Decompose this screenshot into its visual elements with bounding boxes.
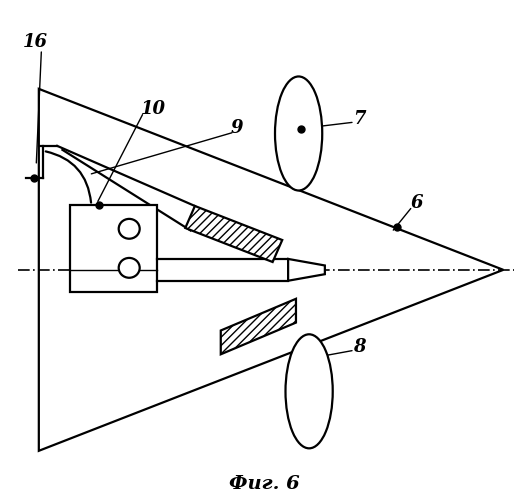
Text: 16: 16 <box>23 32 48 50</box>
Polygon shape <box>185 206 282 262</box>
Ellipse shape <box>275 76 322 190</box>
Text: Фиг. 6: Фиг. 6 <box>229 475 300 493</box>
Text: 9: 9 <box>231 120 243 138</box>
Bar <box>70 206 157 292</box>
Polygon shape <box>288 259 325 280</box>
Text: 10: 10 <box>141 100 166 117</box>
Text: 7: 7 <box>353 110 365 128</box>
Circle shape <box>118 219 140 238</box>
Circle shape <box>118 258 140 278</box>
Polygon shape <box>221 299 296 354</box>
Bar <box>157 259 288 280</box>
Ellipse shape <box>286 334 333 448</box>
Text: 6: 6 <box>411 194 423 212</box>
Text: 8: 8 <box>353 338 365 355</box>
